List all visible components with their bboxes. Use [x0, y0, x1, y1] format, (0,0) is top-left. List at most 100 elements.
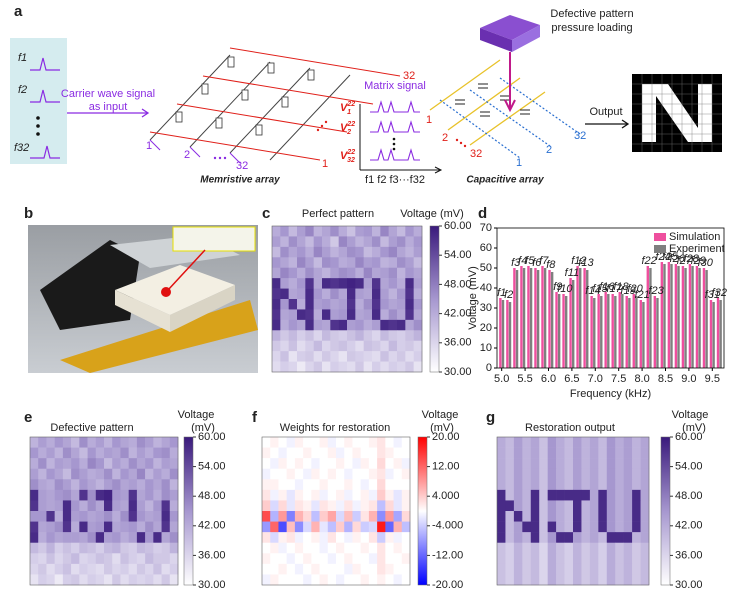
heatmap-cell: [497, 574, 506, 586]
heatmap-cell: [372, 340, 381, 352]
heatmap-cell: [615, 458, 624, 470]
heatmap-cell: [377, 521, 386, 533]
heatmap-cell: [338, 236, 348, 248]
heatmap-cell: [388, 351, 398, 362]
heatmap-cell: [161, 458, 171, 470]
heatmap-cell: [632, 553, 641, 565]
bar: [499, 298, 502, 368]
column-label: 32: [236, 160, 248, 172]
heatmap-cell: [344, 511, 353, 522]
heatmap-cell: [589, 553, 599, 565]
colorbar-tick-label: 54.00: [198, 461, 226, 473]
heatmap-cell: [136, 511, 146, 522]
heatmap-cell: [623, 563, 633, 575]
heatmap-title: Restoration output: [525, 422, 615, 434]
bar: [681, 266, 685, 368]
signal-label: V22 1: [340, 101, 355, 116]
heatmap-cell: [352, 563, 361, 575]
heatmap-cell: [397, 319, 406, 331]
heatmap-frame: [496, 436, 650, 586]
heatmap-cell: [294, 563, 304, 575]
heatmap-cell: [573, 447, 582, 459]
heatmap-cell: [327, 511, 337, 522]
heatmap-cell: [95, 521, 105, 533]
heatmap-cell: [286, 574, 296, 586]
heatmap-cell: [640, 542, 650, 554]
legend-label: Simulation: [669, 231, 720, 243]
heatmap-cell: [270, 437, 279, 448]
bar: [649, 268, 652, 368]
heatmap-cell: [380, 299, 389, 310]
heatmap-cell: [136, 458, 146, 470]
heatmap-cell: [573, 563, 582, 575]
bar-label: f20: [627, 283, 643, 295]
heatmap-cell: [322, 351, 331, 362]
heatmap-cell: [393, 521, 403, 533]
heatmap-cell: [270, 479, 279, 491]
heatmap-cell: [388, 278, 398, 289]
heatmap-cell: [405, 351, 414, 362]
heatmap-cell: [288, 236, 298, 248]
heatmap-cell: [330, 257, 339, 269]
heatmap-cell: [305, 319, 314, 331]
heatmap-cell: [161, 521, 171, 533]
heatmap-cell: [505, 511, 515, 522]
bar: [536, 270, 540, 368]
heatmap-cell: [297, 267, 306, 279]
heatmap-cell: [522, 437, 532, 448]
heatmap-cell: [62, 447, 72, 459]
heatmap-cell: [54, 563, 64, 575]
bar-label: f32: [712, 287, 727, 299]
heatmap-cell: [497, 447, 506, 459]
heatmap-cell: [38, 511, 47, 522]
heatmap-cell: [38, 574, 47, 586]
heatmap-cell: [615, 574, 624, 586]
heatmap-cell: [347, 309, 356, 321]
heatmap-cell: [393, 447, 403, 459]
heatmap-cell: [497, 511, 506, 522]
heatmap-cell: [54, 521, 64, 533]
heatmap-cell: [547, 437, 557, 448]
heatmap-cell: [497, 500, 506, 512]
arrow-label: Carrier wave signal: [61, 88, 155, 100]
heatmap-cell: [505, 489, 515, 501]
heatmap-cell: [497, 532, 506, 544]
heatmap-cell: [313, 340, 323, 352]
heatmap-cell: [352, 553, 361, 565]
heatmap-cell: [539, 574, 548, 586]
heatmap-cell: [112, 479, 121, 491]
heatmap-cell: [311, 521, 320, 533]
heatmap-cell: [303, 458, 312, 470]
heatmap-cell: [352, 458, 361, 470]
heatmap-cell: [161, 447, 171, 459]
heatmap-cell: [272, 319, 281, 331]
heatmap-cell: [573, 511, 582, 522]
colorbar-label: (mV): [430, 422, 454, 434]
bar: [621, 294, 624, 368]
heatmap-cell: [278, 553, 287, 565]
heatmap-cell: [87, 468, 97, 480]
panel-label: c: [262, 205, 270, 222]
heatmap-cell: [632, 479, 641, 491]
panel-label: g: [486, 409, 495, 426]
heatmap-cell: [311, 479, 320, 491]
heatmap-cell: [286, 532, 296, 544]
heatmap-cell: [368, 437, 378, 448]
bar: [534, 268, 537, 368]
heatmap-cell: [297, 361, 306, 373]
colorbar-label: Voltage (mV): [400, 208, 464, 220]
heatmap-cell: [128, 447, 138, 459]
heatmap-cell: [305, 257, 314, 269]
axis: [359, 104, 443, 174]
heatmap-cell: [530, 532, 540, 544]
heatmap-cell: [513, 489, 523, 501]
heatmap-cell: [623, 532, 633, 544]
heatmap-cell: [385, 553, 394, 565]
heatmap-cell: [62, 511, 72, 522]
heatmap-cell: [377, 447, 386, 459]
heatmap-cell: [46, 489, 55, 501]
heatmap-cell: [153, 563, 162, 575]
heatmap-cell: [153, 500, 162, 512]
heatmap-cell: [393, 574, 403, 586]
heatmap-cell: [280, 299, 289, 310]
